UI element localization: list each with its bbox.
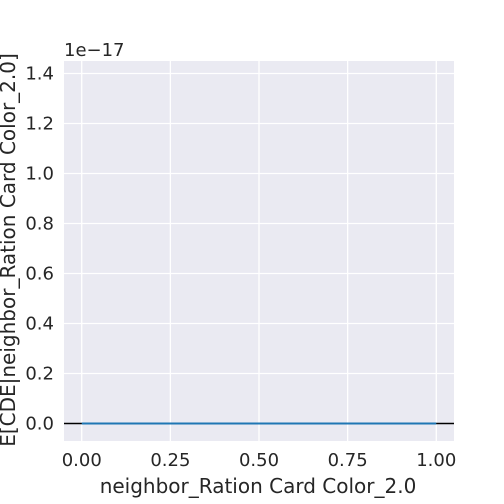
x-tick-label: 0.25 (150, 450, 190, 471)
x-tick-label: 0.75 (328, 450, 368, 471)
y-tick-label: 0.2 (25, 364, 54, 385)
x-tick-label: 0.00 (62, 450, 102, 471)
y-tick-label: 0.6 (25, 264, 54, 285)
y-tick-label: 1.2 (25, 114, 54, 135)
y-tick-label: 1.4 (25, 64, 54, 85)
y-tick-label: 0.8 (25, 214, 54, 235)
y-tick-label: 1.0 (25, 164, 54, 185)
y-offset-label: 1e−17 (64, 40, 125, 61)
y-tick-label: 0.4 (25, 314, 54, 335)
grid-lines (64, 61, 454, 441)
x-tick-label: 0.50 (239, 450, 279, 471)
y-tick-labels: 0.0 0.2 0.4 0.6 0.8 1.0 1.2 1.4 (25, 64, 54, 435)
x-tick-label: 1.00 (416, 450, 456, 471)
x-tick-labels: 0.00 0.25 0.50 0.75 1.00 (62, 450, 457, 471)
y-tick-label: 0.0 (25, 414, 54, 435)
y-axis-label: E[CDE|neighbor_Ration Card Color_2.0] (0, 53, 20, 447)
x-axis-label: neighbor_Ration Card Color_2.0 (100, 474, 417, 498)
